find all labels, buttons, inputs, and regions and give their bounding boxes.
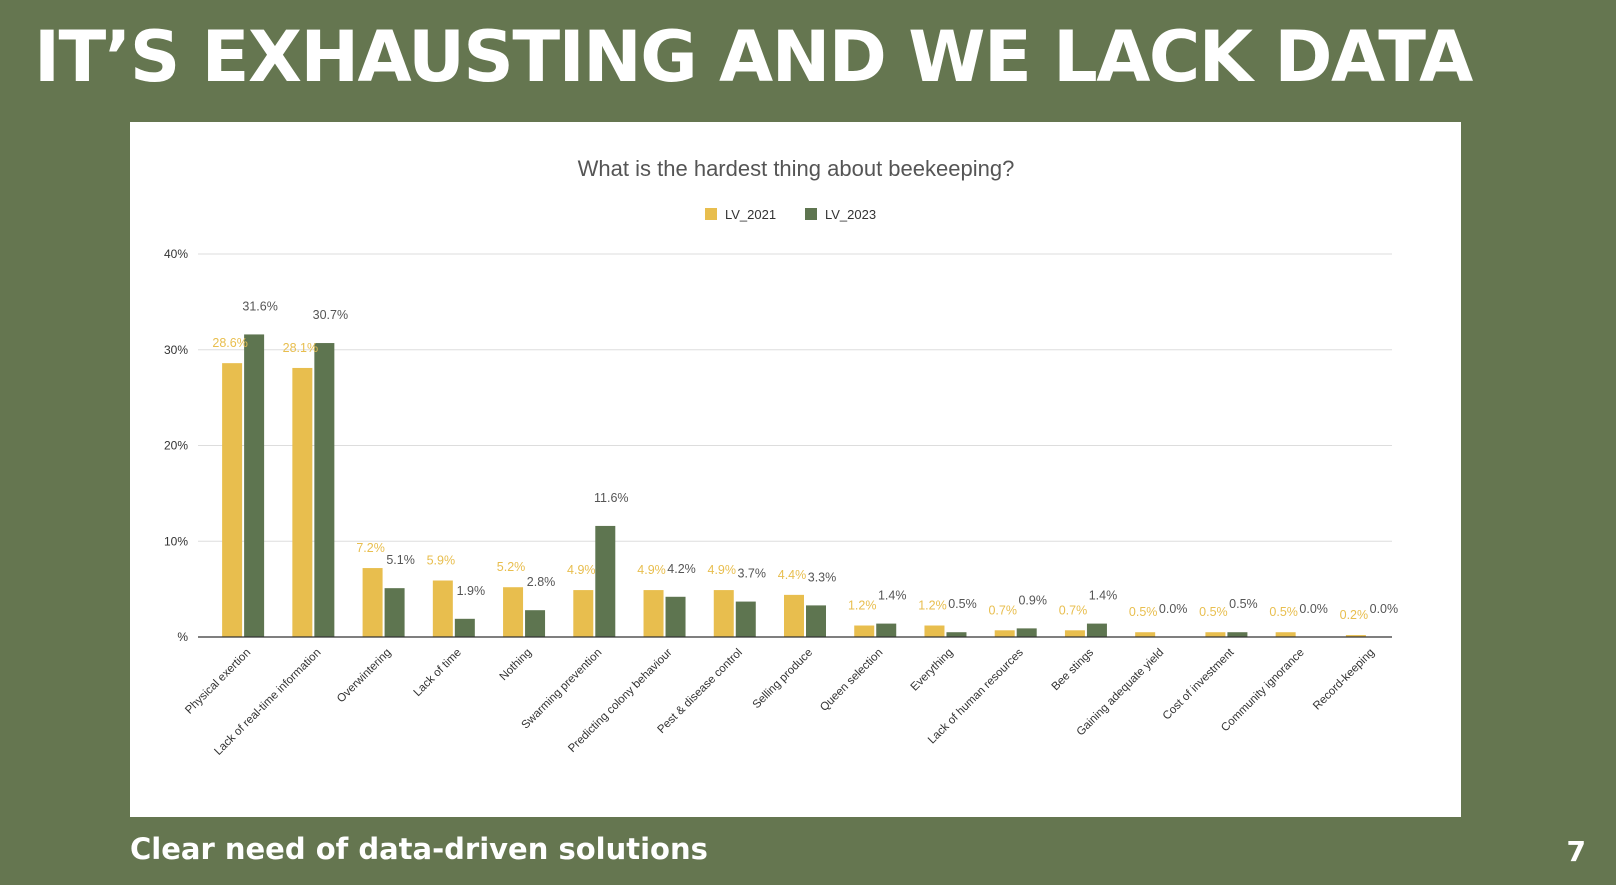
bar-lv-2023: [876, 623, 897, 637]
y-tick-label: 20%: [164, 439, 188, 453]
data-label-lv-2023: 3.7%: [738, 567, 767, 581]
bar-lv-2023: [735, 601, 756, 637]
data-label-lv-2023: 11.6%: [594, 491, 629, 505]
y-tick-label: 30%: [164, 343, 188, 357]
x-tick-label: Physical exertion: [183, 647, 253, 717]
data-label-lv-2023: 1.4%: [1089, 589, 1118, 603]
slide-title: IT’S EXHAUSTING AND WE LACK DATA: [34, 16, 1473, 98]
bar-lv-2023: [665, 596, 686, 637]
data-label-lv-2021: 5.2%: [497, 560, 526, 574]
data-label-lv-2023: 1.9%: [457, 584, 486, 598]
bar-lv-2021: [1135, 632, 1156, 637]
bar-lv-2023: [1227, 632, 1248, 637]
chart-title: What is the hardest thing about beekeepi…: [578, 156, 1015, 181]
chart-value-labels: 28.6% 31.6% 28.1% 30.7% 7.2%5.1% 5.9% 1.9% 5.2%…: [212, 299, 1398, 622]
data-label-lv-2021: 0.7%: [988, 603, 1017, 617]
bar-lv-2021: [222, 363, 243, 637]
bar-lv-2021: [854, 625, 875, 637]
x-tick-label: Bee stings: [1050, 646, 1097, 693]
data-label-lv-2023: 2.8%: [527, 575, 556, 589]
y-tick-label: 10%: [164, 534, 188, 548]
bar-lv-2021: [1275, 632, 1296, 637]
data-label-lv-2021: 0.5%: [1129, 605, 1158, 619]
x-tick-label: Queen selection: [818, 647, 885, 714]
y-axis: % 10% 20% 30% 40%: [164, 247, 188, 644]
data-label-lv-2021: 4.4%: [778, 568, 807, 582]
data-label-lv-2021: 0.5%: [1199, 605, 1228, 619]
x-tick-label: Lack of time: [412, 647, 464, 699]
data-label-lv-2021: 4.9%: [637, 563, 666, 577]
y-tick-label: %: [177, 630, 188, 644]
data-label-lv-2021: 4.9%: [567, 563, 596, 577]
data-label-lv-2023: 4.2%: [667, 562, 696, 576]
data-label-lv-2021: 1.2%: [848, 599, 877, 613]
x-tick-label: Overwintering: [335, 647, 394, 706]
data-label-lv-2023: 0.0%: [1159, 602, 1188, 616]
data-label-lv-2021: 0.2%: [1340, 608, 1369, 622]
bar-lv-2021: [643, 590, 664, 637]
bar-lv-2021: [1345, 635, 1366, 637]
bar-lv-2021: [994, 630, 1015, 637]
x-tick-label: Everything: [909, 647, 956, 694]
data-label-lv-2023: 5.1%: [386, 553, 415, 567]
bar-lv-2023: [946, 632, 967, 637]
data-label-lv-2023: 0.9%: [1018, 593, 1046, 607]
data-label-lv-2021: 0.7%: [1059, 603, 1088, 617]
bar-lv-2021: [1205, 632, 1226, 637]
data-label-lv-2023: 3.3%: [808, 570, 837, 584]
bar-lv-2021: [362, 568, 383, 637]
data-label-lv-2023: 31.6%: [242, 299, 277, 313]
bar-lv-2023: [525, 610, 546, 637]
legend-swatch-lv-2021: [705, 208, 717, 220]
data-label-lv-2023: 0.0%: [1299, 602, 1328, 616]
bar-lv-2023: [454, 618, 475, 637]
bar-lv-2021: [784, 594, 804, 637]
chart-card: What is the hardest thing about beekeepi…: [130, 122, 1461, 817]
data-label-lv-2021: 0.5%: [1269, 605, 1298, 619]
legend-label-lv-2021: LV_2021: [725, 207, 776, 222]
x-tick-label: Community ignorance: [1219, 647, 1307, 735]
data-label-lv-2023: 0.5%: [948, 597, 977, 611]
bar-lv-2021: [432, 580, 453, 637]
x-tick-label: Selling produce: [751, 647, 816, 712]
bar-lv-2023: [384, 588, 405, 637]
data-label-lv-2023: 30.7%: [313, 308, 348, 322]
bar-lv-2023: [1016, 628, 1037, 637]
chart-gridlines: [198, 253, 1392, 542]
bar-lv-2023: [1086, 623, 1107, 637]
data-label-lv-2021: 1.2%: [918, 599, 947, 613]
bar-lv-2021: [1064, 630, 1085, 637]
chart-bars: [222, 334, 1366, 637]
bar-lv-2023: [806, 605, 826, 637]
bar-chart: What is the hardest thing about beekeepi…: [164, 156, 1398, 758]
bar-lv-2023: [314, 343, 335, 637]
x-tick-label: Record-keeping: [1311, 647, 1377, 713]
data-label-lv-2021: 4.9%: [708, 563, 737, 577]
y-tick-label: 40%: [164, 247, 188, 261]
data-label-lv-2023: 1.4%: [878, 589, 907, 603]
bar-lv-2023: [244, 334, 265, 637]
data-label-lv-2021: 28.6%: [212, 336, 247, 350]
bar-lv-2021: [573, 590, 594, 637]
legend-label-lv-2023: LV_2023: [825, 207, 876, 222]
legend-swatch-lv-2023: [805, 208, 817, 220]
data-label-lv-2021: 5.9%: [427, 554, 456, 568]
x-tick-label: Nothing: [498, 647, 535, 684]
data-label-lv-2023: 0.5%: [1229, 597, 1258, 611]
x-tick-label: Swarming prevention: [520, 647, 605, 732]
chart-legend: LV_2021 LV_2023: [705, 207, 876, 222]
x-tick-label: Cost of investment: [1161, 646, 1237, 722]
bar-lv-2021: [713, 590, 734, 637]
data-label-lv-2021: 28.1%: [283, 341, 318, 355]
data-label-lv-2021: 7.2%: [356, 541, 385, 555]
bar-lv-2021: [503, 587, 524, 637]
bar-lv-2021: [292, 367, 313, 637]
slide-footer: Clear need of data-driven solutions: [130, 832, 708, 866]
data-label-lv-2023: 0.0%: [1370, 602, 1399, 616]
bar-lv-2023: [595, 525, 616, 637]
bar-lv-2021: [924, 625, 945, 637]
slide-number: 7: [1566, 835, 1586, 868]
